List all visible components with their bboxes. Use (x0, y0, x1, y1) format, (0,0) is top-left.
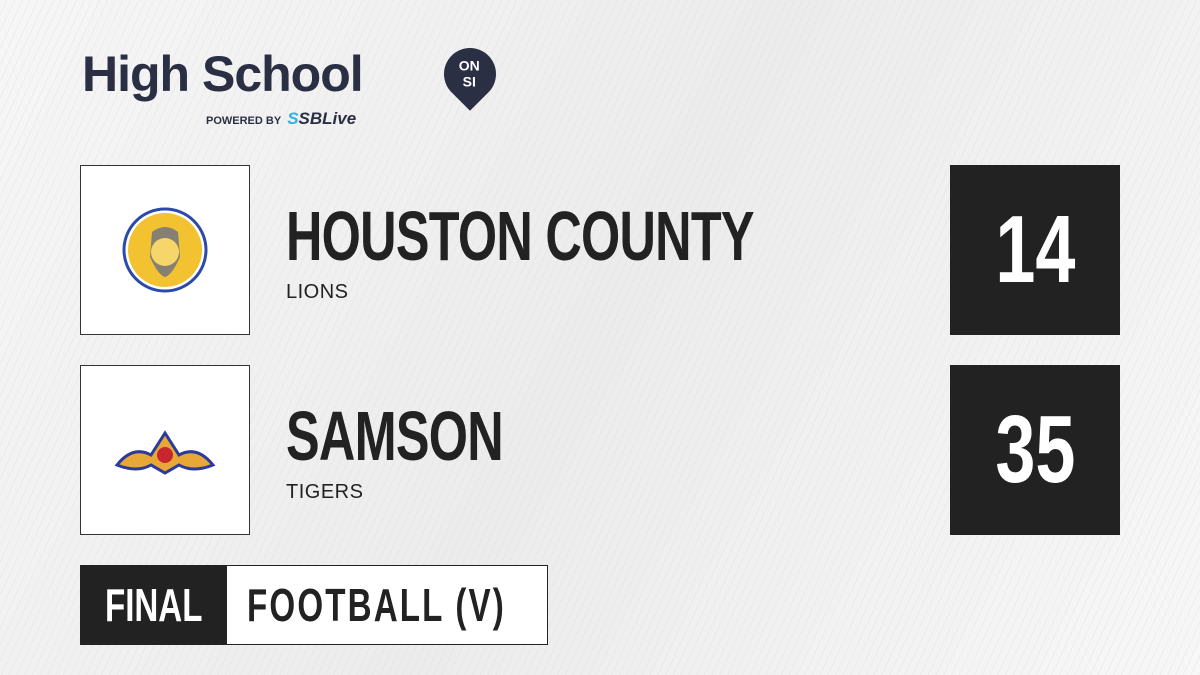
game-status: FINAL FOOTBALL (V) (80, 565, 548, 645)
team-logo (80, 165, 250, 335)
final-badge: FINAL (81, 566, 227, 644)
sblive-text: SBLive (298, 109, 357, 128)
team-mascot: TIGERS (286, 481, 364, 503)
high-school-on-si-logo: High School ON SI POWERED BY SSBLive (82, 37, 507, 136)
team-mascot: LIONS (286, 281, 349, 303)
team-name: HOUSTON COUNTY (286, 197, 755, 275)
lion-logo-icon (122, 207, 208, 293)
logo-title: High School (82, 46, 364, 102)
team-score: 35 (950, 365, 1120, 535)
score-value: 35 (994, 396, 1076, 503)
badge-line1: ON (458, 57, 480, 74)
team-row-away: SAMSON TIGERS 35 (80, 365, 1120, 535)
team-score: 14 (950, 165, 1120, 335)
powered-by-label: POWERED BY (206, 115, 282, 127)
sport-text: FOOTBALL (V) (247, 579, 506, 631)
team-row-home: HOUSTON COUNTY LIONS 14 (80, 165, 1120, 335)
team-name: SAMSON (286, 397, 504, 475)
team-logo (80, 365, 250, 535)
tiger-logo-icon (114, 430, 216, 475)
pin-text: ON SI (443, 57, 495, 89)
sblive-logo: SSBLive (287, 109, 356, 128)
powered-by: POWERED BY SSBLive (206, 110, 356, 130)
sport-label: FOOTBALL (V) (227, 566, 547, 644)
sblive-s: S (287, 109, 299, 128)
on-si-pin-icon: ON SI (433, 37, 507, 111)
badge-line2: SI (462, 73, 476, 90)
status-label: FINAL (105, 579, 203, 631)
score-value: 14 (994, 196, 1076, 303)
